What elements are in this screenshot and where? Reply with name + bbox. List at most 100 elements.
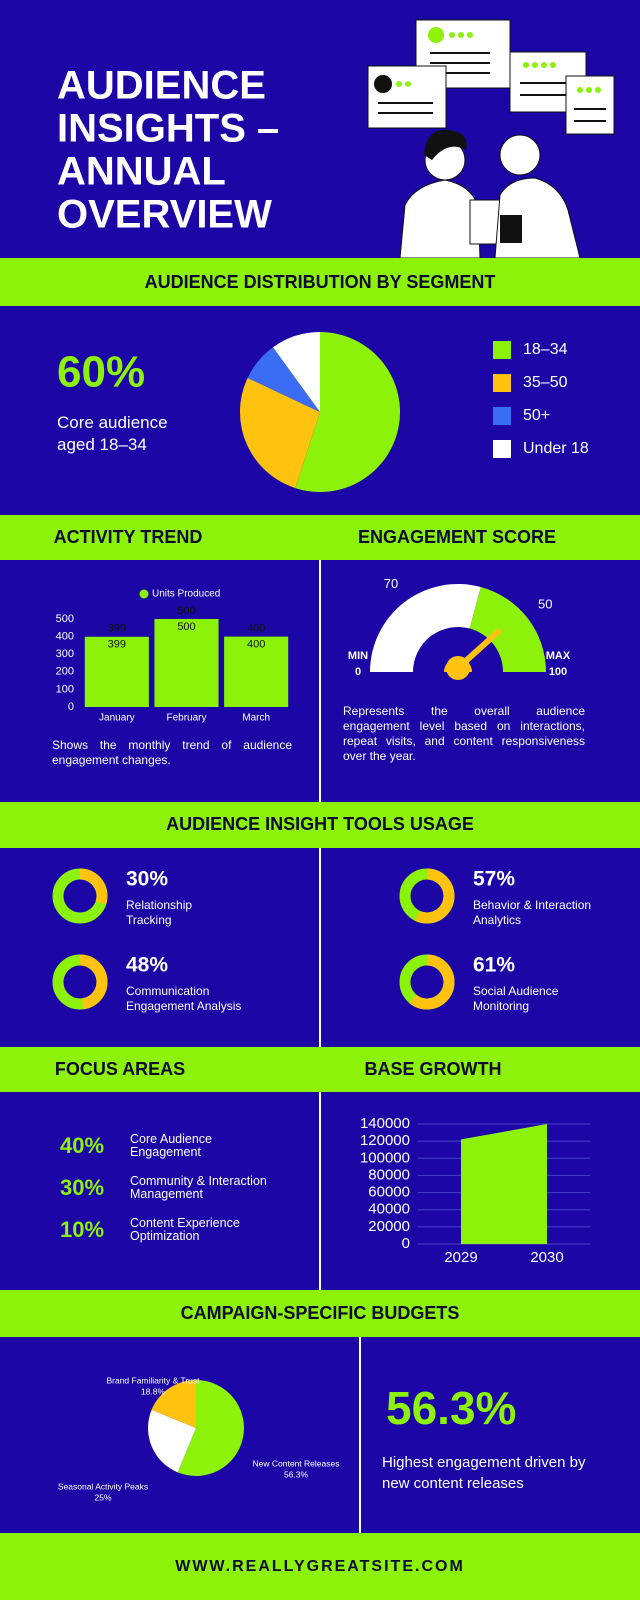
section-band bbox=[0, 258, 640, 306]
section-heading: ACTIVITY TREND bbox=[54, 527, 203, 547]
star bbox=[586, 87, 592, 93]
y-tick-label: 200 bbox=[56, 666, 74, 678]
legend-swatch bbox=[493, 407, 511, 425]
star bbox=[458, 32, 464, 38]
text-line bbox=[520, 82, 575, 84]
donut-value-label: 48% bbox=[126, 954, 168, 977]
focus-percent: 30% bbox=[60, 1175, 104, 1200]
text-line bbox=[430, 62, 490, 64]
note: Represents the overall audience engageme… bbox=[343, 704, 585, 763]
tablet bbox=[469, 199, 501, 245]
bar bbox=[154, 619, 219, 707]
gauge-hub bbox=[446, 656, 470, 680]
bar bbox=[84, 636, 149, 707]
slice-value-label: 25% bbox=[94, 1492, 111, 1502]
review-card bbox=[565, 75, 615, 135]
slice-label: Seasonal Activity Peaks bbox=[58, 1481, 148, 1491]
legend-label: Units Produced bbox=[152, 589, 220, 600]
title-line: OVERVIEW bbox=[57, 193, 272, 237]
section-heading: AUDIENCE INSIGHT TOOLS USAGE bbox=[166, 814, 474, 834]
section-heading: FOCUS AREAS bbox=[55, 1059, 185, 1079]
donut-label: Social Audience Monitoring bbox=[473, 984, 559, 1013]
pie-slice bbox=[272, 332, 320, 412]
star bbox=[467, 32, 473, 38]
pie-slice bbox=[247, 347, 320, 412]
donut-value-label: 61% bbox=[473, 954, 515, 977]
y-tick-label: 0 bbox=[68, 701, 74, 713]
x-tick-label: January bbox=[99, 713, 135, 724]
star bbox=[523, 62, 529, 68]
star bbox=[449, 32, 455, 38]
y-tick-label: 120000 bbox=[360, 1132, 410, 1149]
legend-label: Under 18 bbox=[523, 440, 589, 457]
gauge-min: 0 bbox=[355, 666, 361, 678]
text-line bbox=[430, 52, 490, 54]
illustration bbox=[367, 19, 615, 259]
x-tick-label: March bbox=[242, 713, 270, 724]
avatar bbox=[374, 75, 392, 93]
stat: 60% bbox=[57, 348, 145, 397]
gauge-min-label: MIN bbox=[348, 650, 368, 662]
donut-arc bbox=[79, 868, 108, 905]
stat-caption: Highest engagement driven by new content… bbox=[382, 1454, 586, 1492]
gauge-segment bbox=[370, 584, 481, 672]
focus-label: Core Audience Engagement bbox=[130, 1132, 213, 1159]
bar-value-label: 399 bbox=[108, 639, 126, 651]
donut-arc bbox=[409, 954, 455, 1010]
bar bbox=[224, 636, 289, 707]
pie-slice bbox=[148, 1409, 196, 1473]
person-head bbox=[499, 134, 541, 176]
focus-label: Community & Interaction Management bbox=[130, 1174, 267, 1201]
stat: 56.3% bbox=[386, 1382, 516, 1434]
star bbox=[532, 62, 538, 68]
section-band bbox=[0, 1047, 640, 1092]
title-line: INSIGHTS – bbox=[57, 107, 279, 151]
note: Shows the monthly trend of audience enga… bbox=[52, 738, 292, 767]
y-tick-label: 400 bbox=[56, 631, 74, 643]
footer-band bbox=[0, 1533, 640, 1600]
legend-swatch bbox=[493, 440, 511, 458]
slice-label: Brand Familiarity & Trust bbox=[106, 1375, 200, 1385]
donut-arc bbox=[415, 868, 455, 924]
y-tick-label: 300 bbox=[56, 648, 74, 660]
focus-percent: 10% bbox=[60, 1217, 104, 1242]
star bbox=[405, 81, 411, 87]
section-heading: CAMPAIGN-SPECIFIC BUDGETS bbox=[181, 1303, 460, 1323]
donut-value-label: 57% bbox=[473, 868, 515, 891]
section-band bbox=[0, 515, 640, 560]
stat-caption: Core audience aged 18–34 bbox=[57, 413, 168, 454]
y-tick-label: 100000 bbox=[360, 1149, 410, 1166]
footer-url: WWW.REALLYGREATSITE.COM bbox=[175, 1558, 465, 1575]
y-tick-label: 40000 bbox=[368, 1201, 410, 1218]
section-heading: BASE GROWTH bbox=[365, 1059, 502, 1079]
star bbox=[577, 87, 583, 93]
y-tick-label: 60000 bbox=[368, 1184, 410, 1201]
legend-swatch bbox=[493, 341, 511, 359]
person-hair bbox=[424, 129, 467, 160]
gauge-max-label: MAX bbox=[546, 650, 571, 662]
avatar bbox=[428, 27, 444, 43]
title-line: AUDIENCE bbox=[57, 64, 266, 108]
gauge-segment-label: 70 bbox=[384, 576, 398, 591]
pie-slice bbox=[295, 332, 400, 493]
bar-value-label: 400 bbox=[247, 623, 265, 635]
text-line bbox=[378, 102, 433, 104]
section-heading: AUDIENCE DISTRIBUTION BY SEGMENT bbox=[145, 272, 496, 292]
pie-slice bbox=[151, 1380, 196, 1428]
text-line bbox=[574, 120, 606, 122]
slice-label: New Content Releases bbox=[253, 1458, 340, 1468]
section-band bbox=[0, 802, 640, 848]
y-tick-label: 100 bbox=[56, 683, 74, 695]
donut-value-label: 30% bbox=[126, 868, 168, 891]
bar-value-label: 399 bbox=[108, 623, 126, 635]
section-heading: ENGAGEMENT SCORE bbox=[358, 527, 556, 547]
x-tick-label: 2030 bbox=[530, 1249, 563, 1266]
donut-label: Behavior & Interaction Analytics bbox=[473, 898, 592, 927]
y-tick-label: 500 bbox=[56, 613, 74, 625]
gauge-segment bbox=[469, 586, 546, 672]
donut-label: Relationship Tracking bbox=[126, 898, 193, 927]
slice-value-label: 18.8% bbox=[141, 1386, 166, 1396]
section-band bbox=[0, 1290, 640, 1337]
